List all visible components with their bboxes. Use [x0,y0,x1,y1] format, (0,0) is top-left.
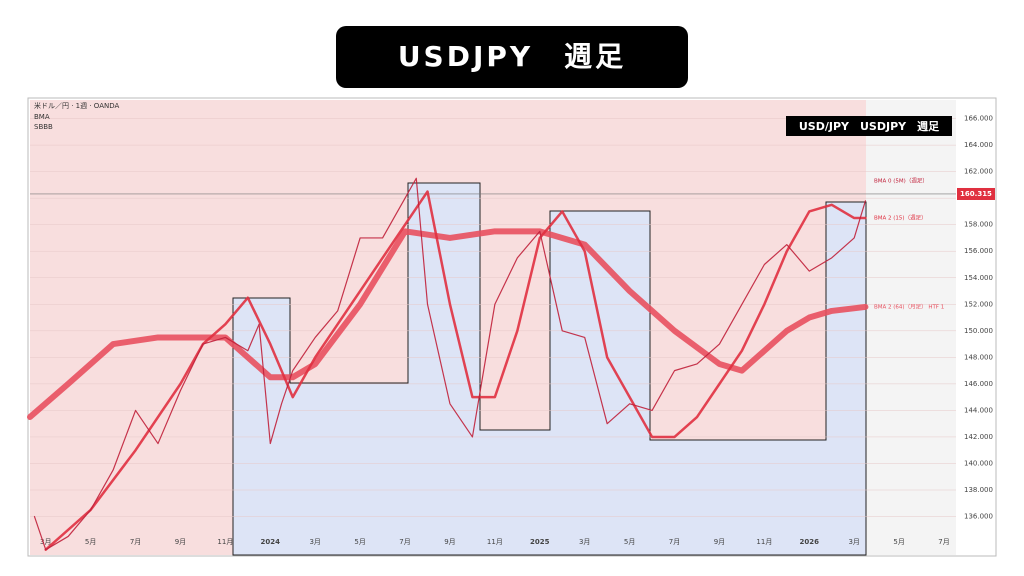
x-tick-label: 2025 [530,538,550,546]
y-tick-label: 140.000 [964,459,993,467]
y-tick-label: 146.000 [964,380,993,388]
plot [30,100,956,556]
indicator: SBBB [34,123,53,131]
x-tick-label: 7月 [399,538,410,546]
x-tick-label: 5月 [624,538,635,546]
indicator: BMA [34,113,50,121]
x-tick-label: 2026 [800,538,820,546]
x-tick-label: 9月 [444,538,455,546]
series-line [27,228,869,421]
x-tick-label: 3月 [848,538,859,546]
y-tick-label: 136.000 [964,513,993,521]
x-tick-label: 2024 [261,538,281,546]
series-line [33,177,867,551]
series-line [44,190,867,551]
y-tick-label: 138.000 [964,486,993,494]
y-tick-label: 154.000 [964,274,993,282]
inner-title: USD/JPY USDJPY 週足 [799,119,940,133]
banner-box [336,26,688,88]
y-tick-label: 158.000 [964,221,993,229]
x-tick-label: 3月 [579,538,590,546]
legend-label: BMA 0 (5M)（週足） [874,176,928,184]
y-tick-label: 148.000 [964,353,993,361]
legend-label: BMA 2 (15)（週足） [874,214,927,222]
x-tick-label: 7月 [938,538,949,546]
y-tick-label: 144.000 [964,406,993,414]
htf-area [232,182,867,556]
x-tick-label: 7月 [130,538,141,546]
htf-boxes [232,182,867,556]
y-tick-label: 164.000 [964,141,993,149]
x-tick-label: 7月 [669,538,680,546]
y-tick-label: 150.000 [964,327,993,335]
y-tick-label: 166.000 [964,115,993,123]
inner-title-box [786,116,952,136]
x-tick-label: 5月 [85,538,96,546]
y-tick-label: 142.000 [964,433,993,441]
y-tick-label: 156.000 [964,247,993,255]
price-tag-label: 160.315 [960,190,992,198]
x-tick-label: 3月 [40,538,51,546]
legend-label: BMA 2 (64)（月足） HTF 1 [874,303,944,310]
x-tick-label: 3月 [309,538,320,546]
source: 米ドル／円 · 1週 · OANDA [34,101,119,110]
x-tick-label: 11月 [756,538,772,546]
x-tick-label: 9月 [714,538,725,546]
x-tick-label: 5月 [893,538,904,546]
y-tick-label: 162.000 [964,168,993,176]
x-tick-label: 5月 [354,538,365,546]
x-tick-label: 11月 [217,538,233,546]
future-area [866,100,956,555]
y-tick-label: 152.000 [964,300,993,308]
price-tag [957,187,995,200]
banner: USDJPY 週足 [398,40,626,73]
x-tick-label: 9月 [175,538,186,546]
x-tick-label: 11月 [487,538,503,546]
